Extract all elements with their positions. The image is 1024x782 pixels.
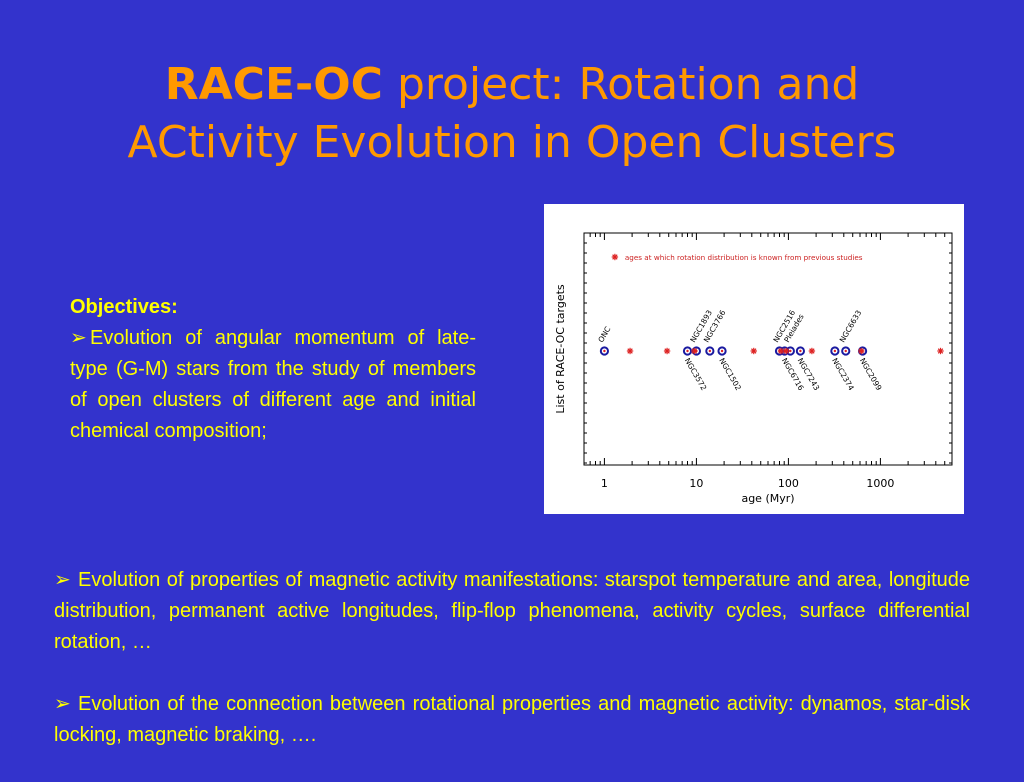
x-tick-label: 1000 [866, 477, 894, 490]
star-stroke [664, 348, 670, 354]
title-line2: ACtivity Evolution in Open Clusters [127, 117, 897, 168]
star-stroke [778, 348, 784, 354]
previous-study-star [750, 347, 757, 355]
race-oc-chart: 1 10 100 1000 age (Myr) List of RACE-OC tar… [544, 204, 964, 514]
target-marker [599, 346, 610, 356]
target-marker-center [686, 349, 689, 353]
cluster-label: NGC2374 [830, 357, 856, 393]
target-marker-center [720, 349, 724, 353]
previous-study-star [777, 347, 785, 355]
bullet-text: Evolution of properties of magnetic acti… [54, 569, 970, 653]
x-tick-label: 100 [778, 477, 799, 490]
star-stroke [612, 254, 618, 260]
x-tick-label: 1 [601, 477, 608, 490]
plot-frame [583, 232, 953, 466]
arrow-bullet-icon: ➢ [54, 569, 71, 591]
target-marker-center [844, 349, 847, 353]
star-stroke [858, 348, 865, 354]
cluster-label: NGC2099 [858, 357, 884, 393]
previous-study-star [783, 347, 790, 355]
bullet-item: ➢ Evolution of the connection between rot… [54, 689, 970, 751]
target-marker-center [833, 349, 837, 353]
arrow-bullet-icon: ➢ [70, 327, 87, 349]
title-line1: project: Rotation and [382, 59, 860, 110]
previous-study-star [937, 347, 944, 355]
target-marker [682, 346, 693, 356]
objectives-text: Evolution of angular momentum of late-ty… [70, 327, 476, 442]
objectives-heading: Objectives: [70, 296, 178, 318]
slide-title: RACE-OC project: Rotation and ACtivity E… [0, 56, 1024, 172]
y-axis-label: List of RACE-OC targets [554, 284, 567, 414]
chart-svg: 1 10 100 1000 age (Myr) List of RACE-OC tar… [554, 232, 953, 505]
star-stroke [751, 348, 757, 354]
legend-star-marker [611, 253, 619, 261]
bullets-list: ➢ Evolution of properties of magnetic act… [54, 565, 970, 782]
target-marker [830, 346, 840, 356]
target-marker [795, 346, 806, 356]
cluster-label: NGC1502 [717, 357, 743, 393]
target-marker-center [789, 349, 792, 353]
star-stroke [783, 348, 790, 354]
legend-label: ages at which rotation distribution is k… [625, 253, 863, 262]
previous-study-star [626, 347, 634, 355]
target-marker [717, 346, 727, 356]
previous-study-star [858, 347, 865, 355]
target-marker [841, 346, 851, 356]
cluster-label: NGC6633 [838, 308, 864, 344]
target-marker-center [799, 349, 802, 353]
bullet-text: Evolution of the connection between rota… [54, 693, 970, 746]
previous-study-star [808, 347, 816, 355]
star-stroke [627, 348, 633, 354]
target-marker-center [708, 349, 712, 353]
previous-study-star [663, 347, 671, 355]
target-marker [705, 346, 715, 356]
arrow-bullet-icon: ➢ [54, 693, 71, 715]
previous-study-star [691, 347, 698, 355]
bullet-item: ➢ Evolution of properties of magnetic act… [54, 565, 970, 658]
star-stroke [937, 348, 944, 354]
target-marker-center [603, 349, 606, 353]
star-stroke [691, 348, 698, 354]
x-tick-label: 10 [689, 477, 703, 490]
star-stroke [809, 348, 815, 354]
objectives-bullet: ➢ Evolution of angular momentum of late-t… [70, 323, 476, 447]
objectives-block: Objectives: ➢ Evolution of angular moment… [70, 292, 476, 447]
cluster-label: NGC3572 [683, 357, 709, 393]
title-project-name: RACE-OC [164, 59, 383, 110]
x-axis-label: age (Myr) [741, 492, 794, 505]
cluster-label: ONC [596, 325, 612, 344]
